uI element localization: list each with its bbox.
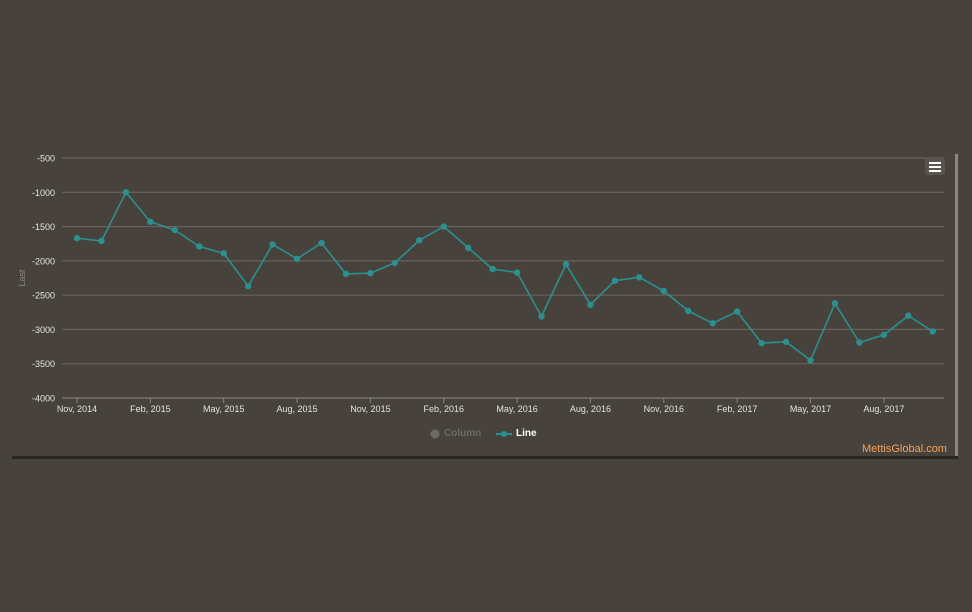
data-point[interactable] bbox=[220, 250, 227, 257]
legend-column-label: Column bbox=[444, 428, 482, 439]
data-point[interactable] bbox=[318, 239, 325, 247]
data-point[interactable] bbox=[636, 274, 643, 281]
legend-item-column[interactable]: Column bbox=[430, 426, 481, 442]
data-point[interactable] bbox=[73, 235, 81, 242]
y-tick-label: -3500 bbox=[32, 359, 55, 369]
y-tick-label: -3000 bbox=[32, 325, 55, 335]
x-axis-ticks: Nov, 2014 Feb, 2015 May, 2015 Aug, 2015 Nov,… bbox=[57, 398, 904, 414]
data-point[interactable] bbox=[562, 261, 570, 268]
legend-line-label: Line bbox=[516, 428, 537, 439]
x-tick-label: Aug, 2016 bbox=[570, 404, 611, 414]
legend-line-symbol bbox=[496, 431, 512, 437]
data-point[interactable] bbox=[758, 339, 765, 347]
right-border bbox=[955, 154, 958, 458]
series-line-path[interactable] bbox=[76, 191, 934, 362]
hamburger-menu-icon[interactable] bbox=[925, 157, 945, 175]
x-tick-label: Feb, 2015 bbox=[130, 404, 171, 414]
data-point[interactable] bbox=[367, 270, 374, 277]
data-point[interactable] bbox=[807, 357, 814, 364]
x-tick-label: May, 2017 bbox=[790, 404, 831, 414]
data-point[interactable] bbox=[293, 255, 301, 262]
y-tick-label: -2500 bbox=[32, 291, 55, 301]
y-tick-label: -1500 bbox=[32, 222, 55, 232]
x-tick-label: Nov, 2014 bbox=[57, 404, 97, 414]
chart-legend: Column Line bbox=[0, 426, 972, 442]
credits-link[interactable]: MettisGlobal.com bbox=[862, 443, 947, 455]
data-point[interactable] bbox=[929, 328, 936, 335]
x-tick-label: Feb, 2017 bbox=[717, 404, 758, 414]
x-tick-label: Nov, 2016 bbox=[644, 404, 684, 414]
y-tick-label: -1000 bbox=[32, 188, 55, 198]
x-tick-label: May, 2016 bbox=[496, 404, 537, 414]
y-tick-label: -2000 bbox=[32, 256, 55, 266]
data-point[interactable] bbox=[122, 189, 130, 196]
data-point[interactable] bbox=[171, 226, 178, 234]
data-point[interactable] bbox=[709, 320, 716, 327]
y-tick-label: -4000 bbox=[32, 394, 55, 404]
data-point[interactable] bbox=[685, 307, 692, 315]
legend-item-line[interactable]: Line bbox=[496, 426, 537, 442]
data-point[interactable] bbox=[733, 308, 741, 315]
data-point[interactable] bbox=[391, 259, 399, 267]
x-tick-label: Feb, 2016 bbox=[423, 404, 464, 414]
data-point[interactable] bbox=[342, 270, 350, 278]
data-point[interactable] bbox=[489, 265, 496, 273]
data-point[interactable] bbox=[269, 241, 276, 248]
data-point[interactable] bbox=[880, 331, 888, 339]
data-point[interactable] bbox=[465, 244, 472, 252]
data-point[interactable] bbox=[856, 339, 863, 346]
y-tick-label: -500 bbox=[37, 154, 55, 164]
data-point[interactable] bbox=[244, 283, 252, 290]
data-point[interactable] bbox=[660, 287, 667, 295]
y-axis-ticks: -500 -1000 -1500 -2000 -2500 -3000 -3500 -4000 bbox=[32, 154, 55, 404]
data-point[interactable] bbox=[611, 277, 619, 284]
grid-lines bbox=[62, 157, 944, 399]
data-point[interactable] bbox=[196, 243, 203, 250]
x-tick-label: May, 2015 bbox=[203, 404, 244, 414]
x-tick-label: Nov, 2015 bbox=[350, 404, 390, 414]
data-point[interactable] bbox=[98, 237, 105, 245]
legend-column-symbol bbox=[430, 429, 440, 439]
y-axis-label: Last bbox=[17, 269, 27, 287]
x-tick-label: Aug, 2015 bbox=[277, 404, 318, 414]
data-point[interactable] bbox=[513, 269, 521, 276]
data-point[interactable] bbox=[538, 313, 545, 320]
data-point[interactable] bbox=[905, 312, 912, 319]
data-point[interactable] bbox=[147, 218, 154, 225]
data-point[interactable] bbox=[587, 301, 594, 308]
data-point[interactable] bbox=[831, 300, 839, 307]
data-point[interactable] bbox=[440, 223, 447, 230]
series-line[interactable] bbox=[76, 191, 934, 362]
bottom-border bbox=[12, 456, 958, 459]
series-points[interactable] bbox=[73, 189, 936, 364]
x-tick-label: Aug, 2017 bbox=[863, 404, 904, 414]
data-point[interactable] bbox=[782, 338, 790, 345]
data-point[interactable] bbox=[416, 237, 423, 244]
